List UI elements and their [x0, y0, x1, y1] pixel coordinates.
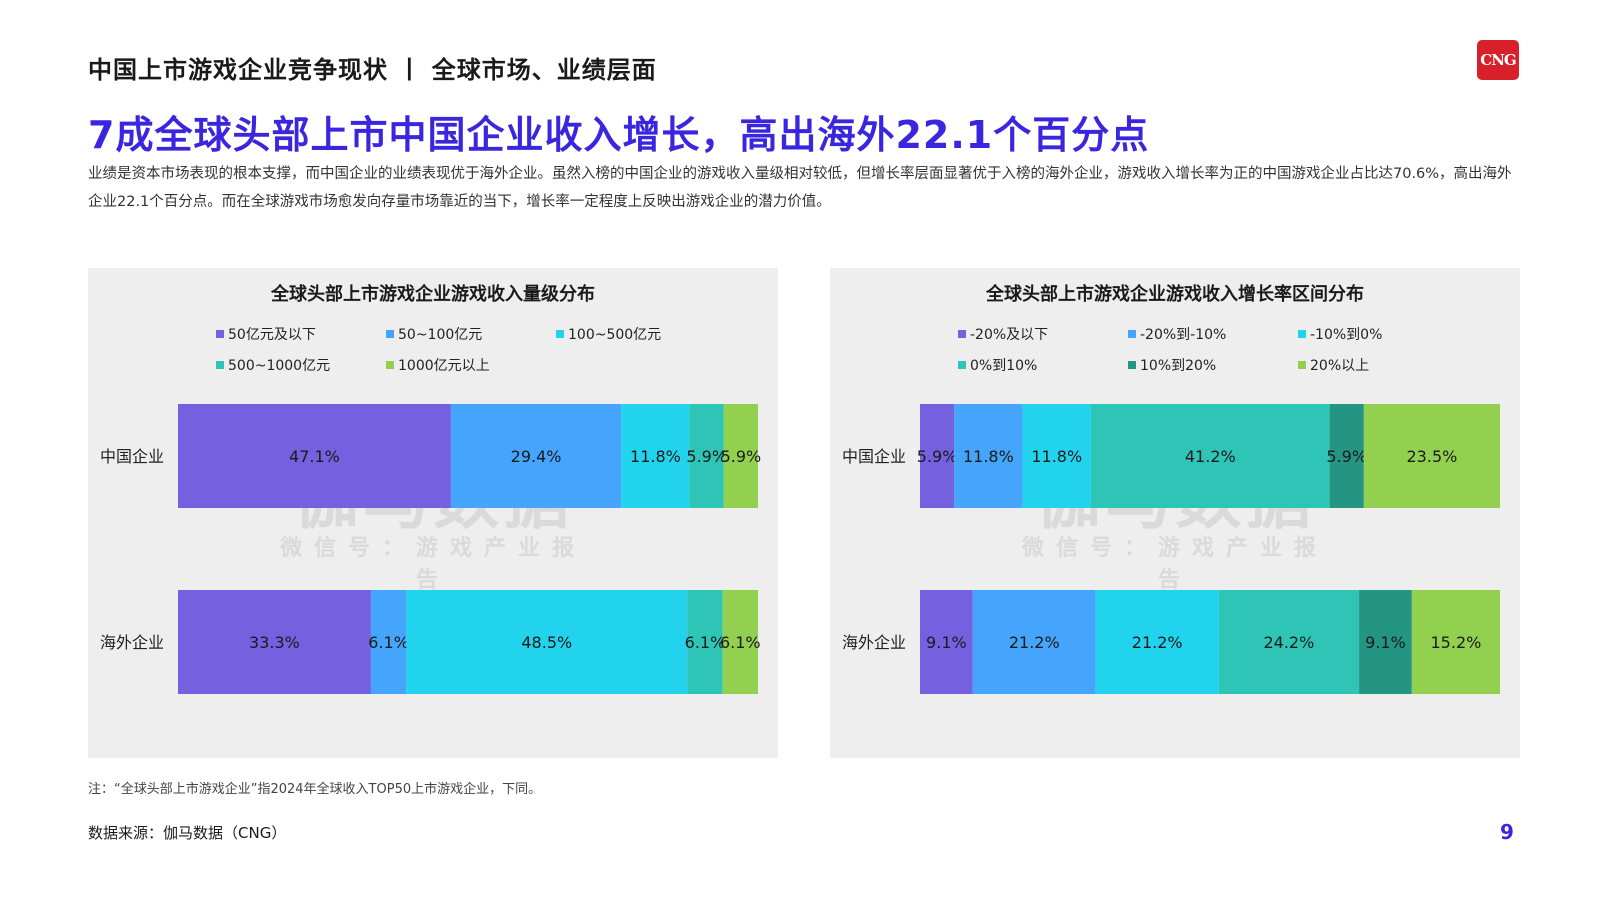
data-label: 33.3%: [249, 633, 300, 652]
legend-item: -20%到-10%: [1128, 324, 1226, 344]
legend-item: 1000亿元以上: [386, 355, 490, 375]
legend-item: -10%到0%: [1298, 324, 1382, 344]
legend-label: 1000亿元以上: [398, 358, 490, 374]
legend-item: -20%及以下: [958, 324, 1048, 344]
legend-swatch: [1298, 330, 1306, 338]
legend-label: 50亿元及以下: [228, 327, 316, 343]
legend-item: 10%到20%: [1128, 355, 1216, 375]
legend-item: 100~500亿元: [556, 324, 661, 344]
bar-segment: [1218, 590, 1360, 694]
legend-swatch: [216, 330, 224, 338]
bar-segment: [687, 590, 723, 694]
chart-legend: 50亿元及以下 50~100亿元 100~500亿元 500~1000亿元 1000亿元…: [88, 324, 778, 388]
legend-swatch: [958, 330, 966, 338]
data-label: 48.5%: [521, 633, 572, 652]
data-label: 5.9%: [917, 447, 958, 466]
data-label: 47.1%: [289, 447, 340, 466]
legend-swatch: [386, 330, 394, 338]
stacked-bar-chart: 中国企业 5.9% 11.8% 11.8% 41.2% 5.9% 23.5% 海外企业 9.1%…: [842, 404, 1500, 694]
data-label: 11.8%: [963, 447, 1014, 466]
data-label: 9.1%: [926, 633, 967, 652]
legend-label: 10%到20%: [1140, 358, 1217, 374]
legend-swatch: [1128, 330, 1136, 338]
bar-segment: [722, 590, 758, 694]
legend-swatch: [216, 361, 224, 369]
bar-segment: [1095, 590, 1219, 694]
legend-item: 50~100亿元: [386, 324, 482, 344]
stacked-bar-chart: 中国企业 47.1% 29.4% 11.8% 5.9%5.9% 海外企业 33.3% 6.1%…: [100, 404, 762, 694]
data-label: 6.1%: [685, 633, 726, 652]
bar-segment: [621, 404, 690, 508]
chart-panel-growth-rate: 全球头部上市游戏企业游戏收入增长率区间分布 -20%及以下 -20%到-10% -1…: [830, 268, 1520, 758]
bar-segment: [920, 404, 955, 508]
data-label: 23.5%: [1407, 447, 1458, 466]
legend-label: 500~1000亿元: [228, 358, 331, 374]
data-label: 41.2%: [1185, 447, 1236, 466]
section-title: 中国上市游戏企业竞争现状 丨 全球市场、业绩层面: [88, 56, 657, 84]
data-label: 5.9%: [1326, 447, 1367, 466]
data-label: 21.2%: [1009, 633, 1060, 652]
bar-segment: [178, 590, 371, 694]
legend-swatch: [386, 361, 394, 369]
bar-segment: [1022, 404, 1091, 508]
data-label: 5.9%: [721, 447, 762, 466]
category-label: 海外企业: [842, 633, 906, 652]
bar-segment: [1359, 590, 1412, 694]
legend-label: -10%到0%: [1310, 327, 1383, 343]
legend-label: 50~100亿元: [398, 327, 483, 343]
data-label: 11.8%: [1031, 447, 1082, 466]
chart-title: 全球头部上市游戏企业游戏收入量级分布: [271, 284, 595, 305]
description-paragraph: 业绩是资本市场表现的根本支撑，而中国企业的业绩表现优于海外企业。虽然入榜的中国企…: [88, 166, 1512, 210]
bar-segment: [178, 404, 451, 508]
bar-segment: [406, 590, 688, 694]
data-label: 21.2%: [1132, 633, 1183, 652]
legend-swatch: [958, 361, 966, 369]
legend-label: -20%及以下: [970, 327, 1049, 343]
bar-segment: [920, 590, 973, 694]
bar-segment: [723, 404, 758, 508]
bar-segment: [1090, 404, 1330, 508]
legend-label: 0%到10%: [970, 358, 1038, 374]
data-label: 6.1%: [368, 633, 409, 652]
legend-swatch: [1298, 361, 1306, 369]
page-headline: 7成全球头部上市中国企业收入增长，高出海外22.1个百分点: [88, 113, 1150, 157]
data-label: 15.2%: [1431, 633, 1482, 652]
legend-swatch: [1128, 361, 1136, 369]
data-label: 6.1%: [720, 633, 761, 652]
data-label: 5.9%: [686, 447, 727, 466]
legend-item: 0%到10%: [958, 355, 1037, 375]
data-source: 数据来源：伽马数据（CNG）: [88, 824, 287, 842]
data-label: 29.4%: [511, 447, 562, 466]
data-label: 9.1%: [1365, 633, 1406, 652]
bar-segment: [954, 404, 1023, 508]
legend-item: 500~1000亿元: [216, 355, 330, 375]
footnote: 注：“全球头部上市游戏企业”指2024年全球收入TOP50上市游戏企业，下同。: [88, 782, 542, 797]
legend-item: 50亿元及以下: [216, 324, 316, 344]
category-label: 中国企业: [100, 447, 164, 466]
bar-segment: [1411, 590, 1500, 694]
bar-segment: [450, 404, 622, 508]
data-label: 11.8%: [630, 447, 681, 466]
legend-label: 100~500亿元: [568, 327, 662, 343]
legend-label: -20%到-10%: [1140, 327, 1227, 343]
page-number: 9: [1500, 820, 1514, 844]
bar-segment: [1329, 404, 1364, 508]
bar-segment: [972, 590, 1096, 694]
legend-item: 20%以上: [1298, 355, 1369, 375]
bar-segment: [1363, 404, 1500, 508]
bar-segment: [689, 404, 724, 508]
chart-title: 全球头部上市游戏企业游戏收入增长率区间分布: [986, 284, 1364, 305]
chart-panel-revenue-scale: 全球头部上市游戏企业游戏收入量级分布 50亿元及以下 50~100亿元 100~50…: [88, 268, 778, 758]
category-label: 中国企业: [842, 447, 906, 466]
category-label: 海外企业: [100, 633, 164, 652]
legend-swatch: [556, 330, 564, 338]
legend-label: 20%以上: [1310, 358, 1370, 374]
chart-legend: -20%及以下 -20%到-10% -10%到0% 0%到10% 10%到20% 20%以…: [830, 324, 1520, 388]
bar-segment: [370, 590, 407, 694]
cng-logo: CNG: [1477, 40, 1519, 80]
data-label: 24.2%: [1263, 633, 1314, 652]
